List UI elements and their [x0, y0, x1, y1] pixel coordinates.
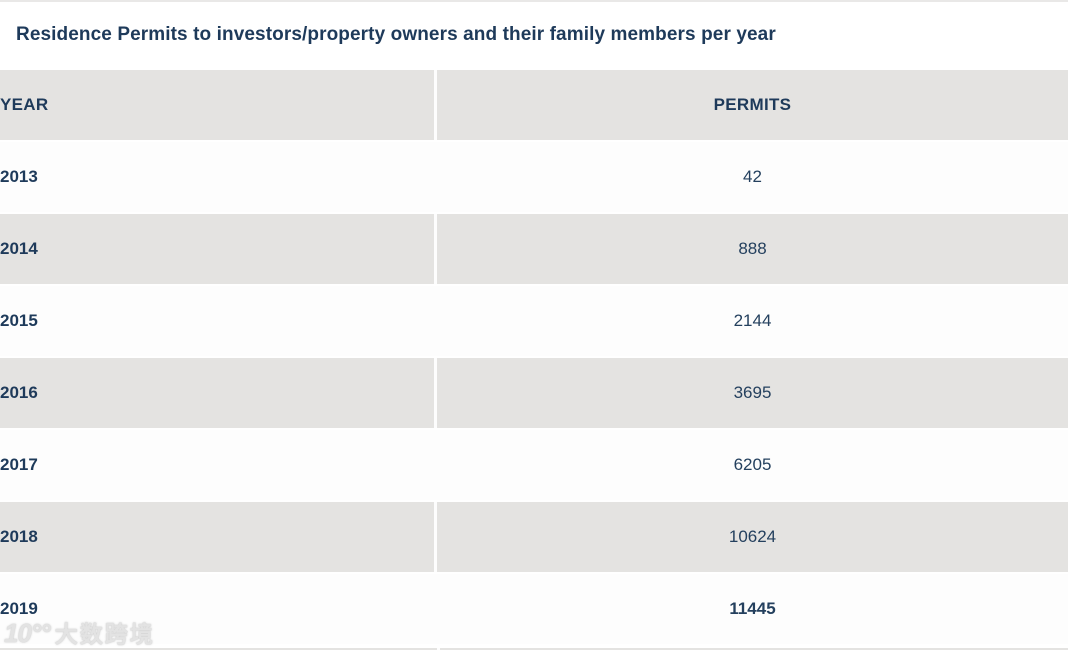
permits-cell: 2144	[437, 286, 1068, 356]
table-row-2013: 2013 42	[0, 142, 1068, 212]
permits-cell: 11445	[437, 574, 1068, 644]
year-cell: 2016	[0, 358, 437, 428]
permits-table: YEAR PERMITS 2013 42 2014 888 2015 2144 …	[0, 68, 1068, 646]
permits-cell: 10624	[437, 502, 1068, 572]
page-title: Residence Permits to investors/property …	[16, 24, 776, 45]
header-cell-permits: PERMITS	[437, 70, 1068, 140]
table-header-row: YEAR PERMITS	[0, 70, 1068, 140]
year-cell: 2015	[0, 286, 437, 356]
permits-cell: 42	[437, 142, 1068, 212]
permits-cell: 888	[437, 214, 1068, 284]
table-row-2018: 2018 10624	[0, 502, 1068, 572]
title-bar: Residence Permits to investors/property …	[0, 2, 1068, 68]
table-row-2015: 2015 2144	[0, 286, 1068, 356]
header-cell-year: YEAR	[0, 70, 437, 140]
year-cell: 2018	[0, 502, 437, 572]
year-cell: 2019	[0, 574, 437, 644]
year-cell: 2014	[0, 214, 437, 284]
table-row-2014: 2014 888	[0, 214, 1068, 284]
year-cell: 2017	[0, 430, 437, 500]
year-cell: 2013	[0, 142, 437, 212]
table-row-2019: 2019 11445	[0, 574, 1068, 644]
permits-cell: 6205	[437, 430, 1068, 500]
bottom-partial-row	[0, 648, 1068, 650]
table-row-2016: 2016 3695	[0, 358, 1068, 428]
table-row-2017: 2017 6205	[0, 430, 1068, 500]
permits-cell: 3695	[437, 358, 1068, 428]
